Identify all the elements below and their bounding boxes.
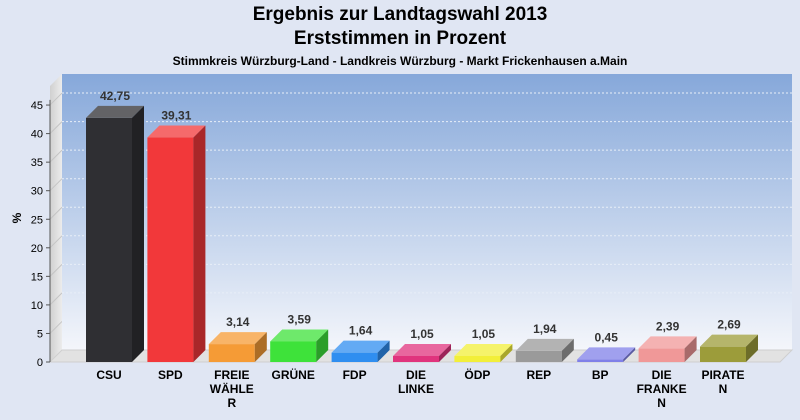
chart-subtitle: Erststimmen in Prozent: [293, 28, 507, 49]
bar: [638, 336, 697, 362]
gridline-depth: [49, 321, 63, 334]
data-label: 39,31: [161, 109, 191, 123]
side-wall: [50, 74, 62, 362]
bar: [393, 344, 451, 362]
bar-top: [393, 344, 451, 357]
x-tick-label: DIE FRANKE N: [637, 368, 687, 410]
data-label: 42,75: [100, 89, 130, 103]
gridline-depth: [49, 149, 63, 163]
x-tick-label: REP: [526, 368, 551, 382]
data-label: 2,39: [656, 319, 680, 333]
bar: [700, 334, 758, 362]
bar-side: [254, 332, 267, 362]
bar-side: [623, 347, 636, 362]
bar-front: [638, 348, 685, 362]
bars-group: [86, 105, 758, 363]
y-tick-label: 45: [31, 100, 43, 112]
data-label: 3,59: [288, 313, 312, 327]
category-labels: CSU SPD FREIE WÄHLE R GRÜNE FDP DIE LINKE ÖDP REP B…: [96, 367, 744, 410]
bar-top: [270, 329, 329, 342]
bar-side: [684, 336, 697, 362]
x-tick-label: BP: [592, 368, 609, 382]
bar-side: [561, 338, 574, 362]
data-label: 1,05: [410, 327, 434, 341]
bar: [515, 338, 574, 362]
y-tick-label: 35: [31, 157, 43, 169]
bar-side: [193, 125, 206, 362]
gridline-depth: [49, 235, 63, 249]
bar: [454, 344, 513, 362]
x-tick-label: CSU: [96, 368, 121, 382]
bar-front: [454, 356, 501, 362]
bar-top: [454, 344, 513, 357]
y-tick-label: 0: [37, 357, 43, 369]
y-axis: 0 5 10 15 20 25 30 35 40 45: [31, 99, 51, 369]
bar-side: [439, 344, 451, 362]
bar-front: [393, 356, 439, 362]
data-label: 1,94: [533, 322, 557, 336]
bar: [208, 332, 267, 362]
bar-front: [270, 341, 317, 362]
bar-side: [500, 344, 513, 362]
gridline-depth: [49, 263, 63, 277]
bar-front: [331, 352, 378, 362]
bar: [331, 340, 390, 362]
bar-top: [638, 336, 697, 349]
chart-title: Ergebnis zur Landtagswahl 2013: [252, 4, 548, 25]
gridline-depth: [49, 178, 63, 192]
bar-front: [577, 359, 624, 362]
gridline-depth: [49, 121, 63, 134]
data-label: 1,64: [349, 324, 373, 338]
bar: [577, 347, 636, 362]
x-tick-label: FREIE WÄHLE R: [210, 368, 254, 410]
bar-front: [700, 346, 746, 362]
x-tick-label: FDP: [343, 368, 367, 382]
bar-top: [515, 338, 574, 351]
bar-side: [316, 329, 329, 362]
bar-side: [132, 105, 144, 363]
gridline-depth: [49, 292, 63, 306]
y-tick-label: 20: [31, 243, 43, 255]
bar-top: [208, 332, 267, 345]
value-labels: 42,75 39,31 3,14 3,59 1,64 1,05 1,05 1,94 0,45 2,…: [100, 89, 741, 345]
bar-front: [515, 350, 562, 362]
bar-top: [577, 347, 636, 360]
bar: [270, 329, 329, 362]
bar-top: [86, 105, 144, 118]
y-axis-label: %: [10, 212, 24, 223]
y-tick-label: 15: [31, 271, 43, 283]
bar-top: [147, 125, 206, 138]
bar-top: [700, 334, 758, 347]
y-tick-label: 5: [37, 328, 43, 340]
bar-side: [746, 334, 758, 362]
x-tick-label: SPD: [158, 368, 183, 382]
y-tick-label: 25: [31, 214, 43, 226]
x-tick-label: GRÜNE: [272, 367, 315, 382]
bar-front: [86, 117, 132, 363]
gridline-depth: [49, 206, 63, 220]
chart-region-label: Stimmkreis Würzburg-Land - Landkreis Wür…: [172, 54, 628, 68]
bar: [86, 105, 144, 363]
x-tick-label: ÖDP: [464, 367, 490, 382]
data-label: 3,14: [226, 315, 250, 329]
bar-side: [377, 340, 390, 362]
bar-front: [208, 344, 255, 362]
x-tick-label: DIE LINKE: [398, 368, 434, 396]
y-tick-label: 10: [31, 300, 43, 312]
bar-front: [147, 137, 194, 362]
bar: [147, 125, 206, 362]
gridline-depth: [49, 92, 63, 106]
data-label: 1,05: [472, 327, 496, 341]
y-tick-label: 40: [31, 129, 43, 141]
bar-top: [331, 340, 390, 353]
data-label: 2,69: [717, 318, 741, 332]
data-label: 0,45: [595, 330, 619, 344]
y-tick-label: 30: [31, 186, 43, 198]
x-tick-label: PIRATE N: [701, 368, 744, 396]
